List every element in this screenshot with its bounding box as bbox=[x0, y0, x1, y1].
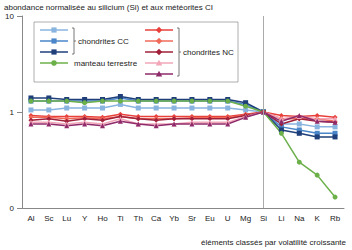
svg-text:Si: Si bbox=[260, 214, 267, 223]
svg-text:1: 1 bbox=[10, 108, 15, 117]
svg-text:Rb: Rb bbox=[330, 214, 341, 223]
svg-text:Na: Na bbox=[294, 214, 305, 223]
svg-text:Yb: Yb bbox=[169, 214, 179, 223]
svg-text:0: 0 bbox=[10, 204, 15, 213]
svg-text:chondrites CC: chondrites CC bbox=[78, 37, 129, 46]
svg-text:Sc: Sc bbox=[44, 214, 53, 223]
svg-text:abondance normalisée au silici: abondance normalisée au silicium (Si) et… bbox=[4, 3, 213, 12]
svg-text:Eu: Eu bbox=[205, 214, 215, 223]
svg-text:Ti: Ti bbox=[117, 214, 124, 223]
svg-text:Sr: Sr bbox=[188, 214, 196, 223]
svg-text:K: K bbox=[314, 214, 320, 223]
svg-text:Mg: Mg bbox=[240, 214, 251, 223]
svg-text:Li: Li bbox=[278, 214, 284, 223]
svg-text:Th: Th bbox=[134, 214, 143, 223]
svg-text:Al: Al bbox=[27, 214, 34, 223]
svg-text:Y: Y bbox=[82, 214, 88, 223]
svg-text:Ho: Ho bbox=[97, 214, 108, 223]
svg-text:manteau terrestre: manteau terrestre bbox=[74, 59, 138, 68]
svg-text:éléments classés par volatilit: éléments classés par volatilité croissan… bbox=[201, 238, 347, 247]
svg-text:chondrites NC: chondrites NC bbox=[183, 48, 234, 57]
svg-text:Lu: Lu bbox=[62, 214, 71, 223]
svg-text:U: U bbox=[225, 214, 231, 223]
svg-text:Ca: Ca bbox=[151, 214, 162, 223]
svg-text:10: 10 bbox=[5, 12, 14, 21]
